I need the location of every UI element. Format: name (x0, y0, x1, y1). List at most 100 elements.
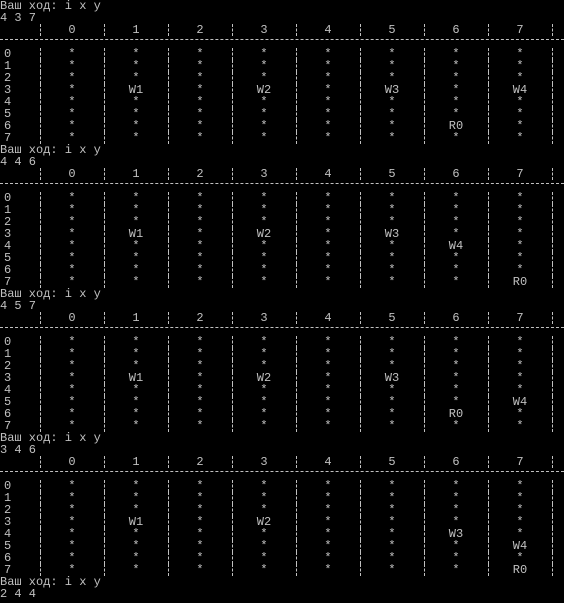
column-header: 5 (388, 23, 396, 37)
column-divider (424, 252, 426, 264)
column-divider (40, 348, 42, 360)
board-row: 5 * * * * * * * * (0, 252, 564, 264)
board-cell: * (516, 359, 524, 373)
board-cell: * (196, 263, 204, 277)
board-cell: * (516, 59, 524, 73)
board-cell: * (260, 491, 268, 505)
board-cell: * (388, 479, 396, 493)
board-cell: * (68, 83, 76, 97)
board-cell: * (388, 239, 396, 253)
column-divider (296, 24, 298, 36)
column-divider (296, 384, 298, 396)
board-cell: * (260, 275, 268, 289)
board-cell: * (324, 491, 332, 505)
board-cell: * (196, 47, 204, 61)
board-cell: * (196, 551, 204, 565)
input-line: 4 5 7 (0, 299, 37, 313)
column-divider (552, 96, 554, 108)
column-divider (104, 108, 106, 120)
board-cell: * (516, 71, 524, 85)
board-row: 4 * * * * * * W3 * (0, 528, 564, 540)
column-divider (232, 336, 234, 348)
column-divider (232, 120, 234, 132)
board-cell: * (132, 191, 140, 205)
column-divider (488, 528, 490, 540)
column-divider (488, 168, 490, 180)
board-cell: * (68, 359, 76, 373)
column-divider (488, 480, 490, 492)
board-cell: * (132, 59, 140, 73)
column-divider (424, 516, 426, 528)
board-cell: W1 (128, 227, 144, 241)
column-divider (232, 240, 234, 252)
board-cell: * (196, 395, 204, 409)
column-divider (168, 456, 170, 468)
column-divider (360, 408, 362, 420)
board-cell: * (68, 539, 76, 553)
column-divider (296, 528, 298, 540)
board-row: 1 * * * * * * * * (0, 348, 564, 360)
column-divider (232, 84, 234, 96)
board-cell: * (68, 95, 76, 109)
column-divider (232, 528, 234, 540)
column-header: 0 (68, 167, 76, 181)
column-divider (40, 48, 42, 60)
board-cell: W3 (448, 527, 464, 541)
column-divider (104, 348, 106, 360)
column-divider (488, 108, 490, 120)
board-cell: * (324, 407, 332, 421)
board-cell: * (196, 275, 204, 289)
column-divider (360, 492, 362, 504)
column-divider (104, 60, 106, 72)
column-divider (552, 420, 554, 432)
column-divider (168, 564, 170, 576)
column-divider (552, 276, 554, 288)
column-divider (104, 480, 106, 492)
board-row: 5 * * * * * * * W4 (0, 396, 564, 408)
board-cell: * (260, 383, 268, 397)
column-divider (40, 84, 42, 96)
board-row: 1 * * * * * * * * (0, 60, 564, 72)
board-cell: * (260, 263, 268, 277)
column-divider (360, 204, 362, 216)
board-cell: * (324, 263, 332, 277)
board-cell: * (260, 359, 268, 373)
column-divider (488, 264, 490, 276)
column-divider (232, 480, 234, 492)
board-cell: * (452, 347, 460, 361)
prompt-line: Ваш ход: i x y (0, 143, 101, 157)
column-divider (296, 456, 298, 468)
column-divider (424, 24, 426, 36)
column-divider (552, 528, 554, 540)
board-cell: * (388, 215, 396, 229)
board-row: 0 * * * * * * * * (0, 192, 564, 204)
board-cell: * (324, 359, 332, 373)
board-cell: * (324, 383, 332, 397)
column-divider (424, 312, 426, 324)
board-cell: * (388, 515, 396, 529)
column-divider (168, 108, 170, 120)
board-cell: * (68, 371, 76, 385)
column-divider (104, 48, 106, 60)
column-divider (104, 132, 106, 144)
column-divider (232, 492, 234, 504)
board-cell: * (132, 131, 140, 145)
board-cell: * (324, 527, 332, 541)
column-divider (488, 456, 490, 468)
column-divider (168, 192, 170, 204)
prompt-line: Ваш ход: i x y (0, 431, 101, 445)
board-cell: * (68, 491, 76, 505)
column-divider (296, 72, 298, 84)
column-divider (104, 216, 106, 228)
board-cell: * (196, 539, 204, 553)
column-divider (40, 396, 42, 408)
board-row: 7 * * * * * * * R0 (0, 276, 564, 288)
board-cell: * (452, 71, 460, 85)
board-cell: * (516, 347, 524, 361)
column-divider (104, 72, 106, 84)
board-cell: * (324, 419, 332, 433)
column-divider (104, 456, 106, 468)
column-divider (40, 228, 42, 240)
board-cell: * (260, 419, 268, 433)
